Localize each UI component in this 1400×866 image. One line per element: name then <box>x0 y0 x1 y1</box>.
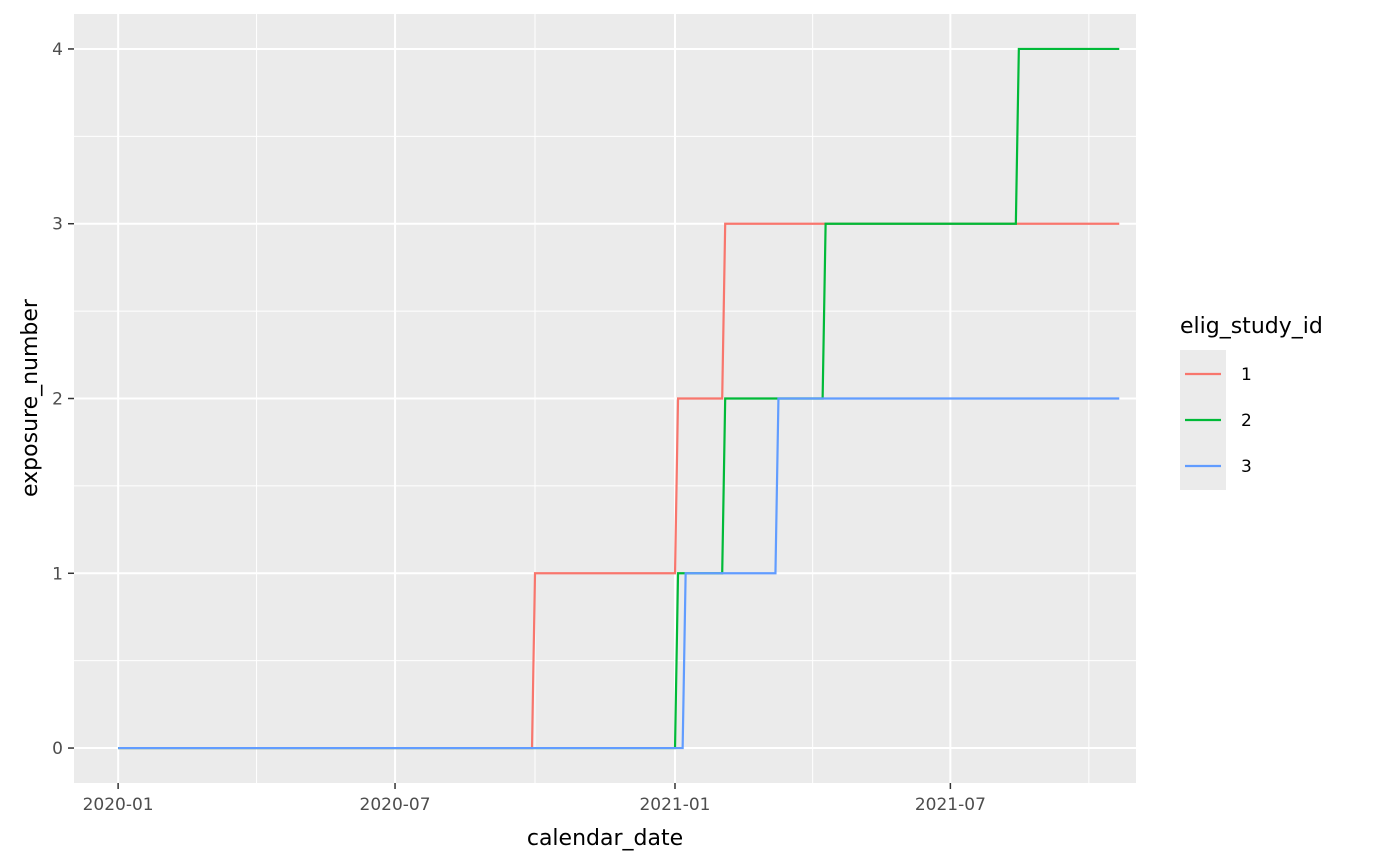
y-tick-label: 2 <box>52 390 63 410</box>
series-line-3 <box>118 397 1120 750</box>
series-lines <box>118 47 1120 750</box>
x-tick-label: 2021-01 <box>639 795 710 815</box>
y-axis-title: exposure_number <box>18 298 43 497</box>
y-tick-label: 1 <box>52 564 63 584</box>
legend-title: elig_study_id <box>1180 314 1323 339</box>
x-tick-label: 2020-07 <box>360 795 431 815</box>
x-tick-label: 2020-01 <box>83 795 154 815</box>
x-axis-title: calendar_date <box>527 826 683 851</box>
legend-label-3: 3 <box>1241 457 1252 477</box>
y-axis: 0 1 2 3 4 <box>52 40 74 759</box>
legend-items: 1 2 3 <box>1185 365 1252 477</box>
y-tick-label: 0 <box>52 739 63 759</box>
x-axis: 2020-01 2020-07 2021-01 2021-07 <box>83 783 986 815</box>
legend-label-1: 1 <box>1241 365 1252 385</box>
series-line-2 <box>118 47 1120 750</box>
x-tick-label: 2021-07 <box>915 795 986 815</box>
y-tick-label: 4 <box>52 40 63 60</box>
series-line-1 <box>118 222 1120 750</box>
y-tick-label: 3 <box>52 215 63 235</box>
legend: elig_study_id 1 2 3 <box>1180 314 1323 490</box>
legend-label-2: 2 <box>1241 411 1252 431</box>
